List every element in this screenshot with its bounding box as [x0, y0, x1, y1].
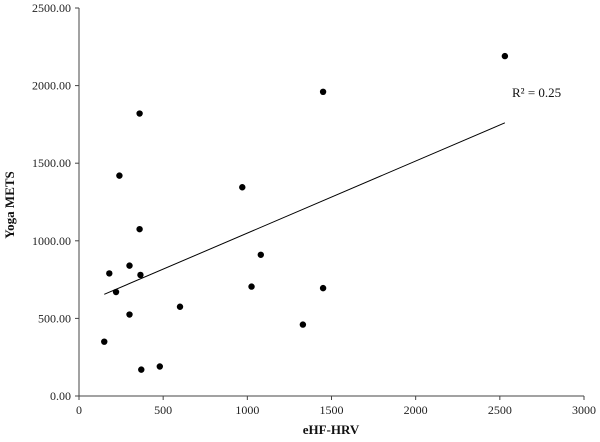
data-point	[248, 283, 255, 290]
r-squared-annotation: R² = 0.25	[512, 85, 561, 100]
y-tick-label: 2500.00	[32, 1, 71, 15]
data-point	[239, 184, 246, 191]
data-point	[156, 363, 163, 370]
x-tick-label: 2000	[404, 403, 428, 417]
data-point	[138, 366, 145, 373]
x-tick-label: 1000	[235, 403, 259, 417]
data-point	[319, 284, 327, 292]
data-point	[116, 172, 123, 179]
x-tick-label: 1500	[320, 403, 344, 417]
data-point	[176, 303, 184, 310]
y-axis: 0.00 500.00 1000.00 1500.00 2000.00 2500.00	[32, 1, 80, 403]
y-tick-label: 1000.00	[32, 234, 71, 248]
data-point	[136, 225, 143, 233]
data-points	[101, 52, 509, 373]
data-point	[501, 52, 509, 60]
data-point	[101, 338, 108, 345]
data-point	[137, 271, 144, 279]
data-point	[257, 251, 264, 258]
data-point	[112, 288, 120, 296]
data-point	[126, 311, 133, 318]
y-tick-label: 0.00	[50, 389, 71, 403]
x-tick-label: 3000	[572, 403, 596, 417]
data-point	[299, 321, 307, 328]
y-tick-label: 2000.00	[32, 79, 71, 93]
data-point	[126, 262, 133, 269]
trendline-group	[104, 122, 506, 295]
x-tick-label: 2500	[488, 403, 512, 417]
y-tick-label: 1500.00	[32, 156, 71, 170]
trendline	[104, 122, 506, 295]
x-tick-label: 500	[154, 403, 172, 417]
data-point	[319, 88, 327, 96]
data-point	[136, 110, 143, 117]
x-axis-title: eHF-HRV	[303, 422, 360, 437]
y-tick-label: 500.00	[38, 311, 71, 325]
data-point	[106, 270, 113, 277]
x-axis: 0 500 1000 1500 2000 2500 3000	[76, 395, 596, 417]
x-tick-label: 0	[76, 403, 82, 417]
y-axis-title: Yoga METS	[2, 171, 17, 239]
